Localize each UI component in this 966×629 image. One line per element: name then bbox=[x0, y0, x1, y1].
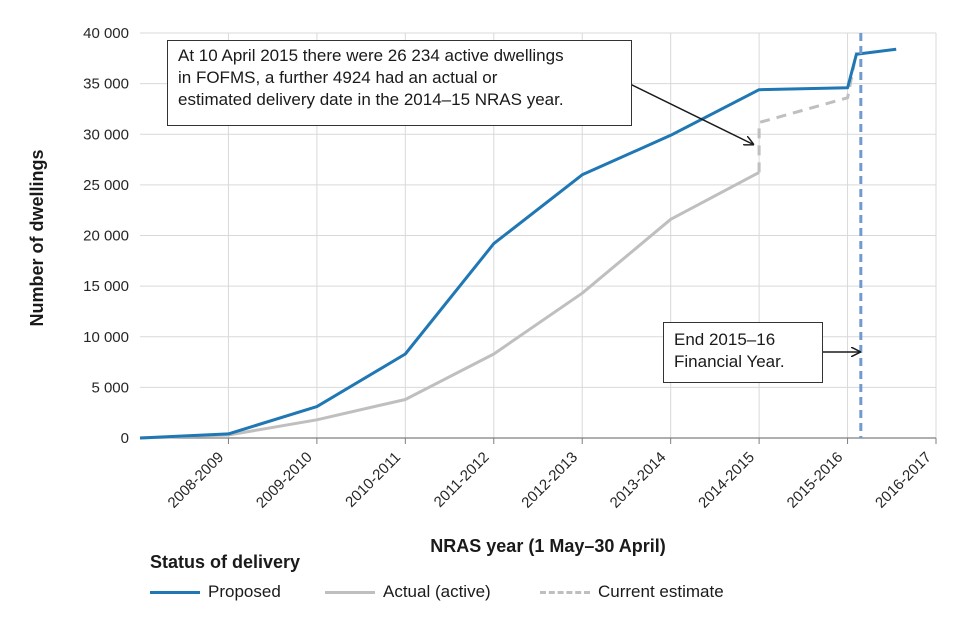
x-tick-label: 2009-2010 bbox=[253, 449, 316, 512]
legend-item-actual: Actual (active) bbox=[325, 582, 491, 604]
y-tick-label: 25 000 bbox=[83, 177, 129, 194]
x-tick-label: 2015-2016 bbox=[784, 449, 847, 512]
series-line-proposed bbox=[139, 47, 897, 440]
y-tick-label: 40 000 bbox=[83, 25, 129, 42]
series-line-actual-active bbox=[139, 171, 760, 440]
legend-item-current-estimate: Current estimate bbox=[540, 582, 724, 604]
annotation-box-active-dwellings: At 10 April 2015 there were 26 234 activ… bbox=[167, 40, 632, 126]
x-tick-label: 2012-2013 bbox=[518, 449, 581, 512]
annotation-arrows bbox=[627, 82, 860, 352]
legend-item-proposed: Proposed bbox=[150, 582, 281, 604]
x-tick-label: 2016-2017 bbox=[872, 449, 935, 512]
y-tick-label: 30 000 bbox=[83, 126, 129, 143]
x-tick-label: 2010-2011 bbox=[342, 449, 404, 511]
legend-swatch-estimate bbox=[540, 591, 590, 595]
x-tick-label: 2013-2014 bbox=[607, 449, 670, 512]
legend-label: Proposed bbox=[208, 582, 281, 601]
annotation-line: Financial Year. bbox=[674, 352, 785, 371]
legend-label: Actual (active) bbox=[383, 582, 491, 601]
y-tick-label: 10 000 bbox=[83, 329, 129, 346]
annotation-line: At 10 April 2015 there were 26 234 activ… bbox=[178, 46, 564, 65]
x-tick-label: 2014-2015 bbox=[695, 449, 758, 512]
x-tick-labels: 2008-2009 2009-2010 2010-2011 2011-2012 2012… bbox=[165, 449, 935, 512]
y-axis-title: Number of dwellings bbox=[27, 149, 47, 326]
series-line-current-estimate bbox=[757, 51, 858, 173]
annotation-box-end-financial-year: End 2015–16 Financial Year. bbox=[663, 322, 823, 383]
annotation-line: in FOFMS, a further 4924 had an actual o… bbox=[178, 68, 498, 87]
axes bbox=[140, 437, 937, 444]
y-tick-labels: 0 5 000 10 000 15 000 20 000 25 000 30 000 35 0… bbox=[83, 25, 129, 447]
legend-swatch-actual bbox=[325, 591, 375, 595]
x-axis-title: NRAS year (1 May–30 April) bbox=[430, 536, 665, 556]
legend-swatch-proposed bbox=[150, 591, 200, 595]
y-tick-label: 20 000 bbox=[83, 228, 129, 245]
legend-label: Current estimate bbox=[598, 582, 724, 601]
legend-title: Status of delivery bbox=[150, 552, 301, 572]
annotation-line: estimated delivery date in the 2014–15 N… bbox=[178, 90, 564, 109]
annotation-arrow bbox=[627, 82, 753, 144]
y-tick-label: 15 000 bbox=[83, 278, 129, 295]
x-tick-label: 2008-2009 bbox=[165, 449, 228, 512]
series-lines bbox=[139, 47, 897, 440]
y-tick-label: 0 bbox=[121, 430, 129, 447]
y-tick-label: 35 000 bbox=[83, 76, 129, 93]
x-tick-label: 2011-2012 bbox=[431, 449, 493, 511]
annotation-line: End 2015–16 bbox=[674, 330, 776, 349]
y-tick-label: 5 000 bbox=[91, 379, 129, 396]
